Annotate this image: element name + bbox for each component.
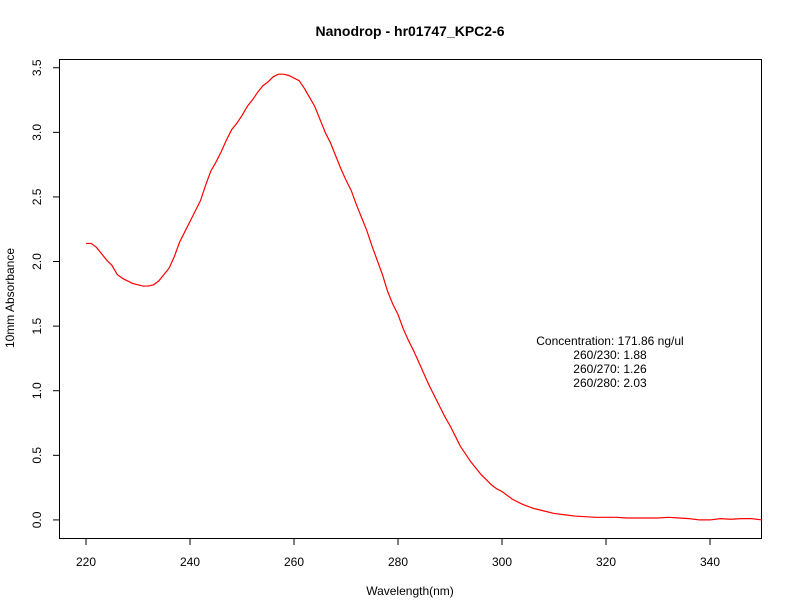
x-tick-label: 260 xyxy=(284,555,304,569)
x-axis-label: Wavelength(nm) xyxy=(366,584,454,598)
annotation-line: Concentration: 171.86 ng/ul xyxy=(536,334,683,348)
x-tick-label: 240 xyxy=(180,555,200,569)
annotation-line: 260/280: 2.03 xyxy=(573,376,647,390)
annotation-line: 260/270: 1.26 xyxy=(573,362,647,376)
x-tick-label: 340 xyxy=(700,555,720,569)
y-tick-label: 0.0 xyxy=(30,511,44,528)
y-tick-label: 2.0 xyxy=(30,253,44,270)
y-tick-label: 1.5 xyxy=(30,317,44,334)
x-tick-label: 320 xyxy=(596,555,616,569)
axes: 220 240 260 280 300 320 340 0.0 0.5 1.0 1.5 2.0 2.5 3… xyxy=(30,59,720,569)
y-tick-label: 0.5 xyxy=(30,447,44,464)
x-tick-label: 220 xyxy=(76,555,96,569)
y-tick-label: 2.5 xyxy=(30,188,44,205)
y-tick-label: 3.5 xyxy=(30,59,44,76)
y-axis-label: 10mm Absorbance xyxy=(3,248,17,348)
x-tick-label: 300 xyxy=(492,555,512,569)
annotation-line: 260/230: 1.88 xyxy=(573,348,647,362)
series-line-absorbance xyxy=(86,73,763,521)
x-tick-label: 280 xyxy=(388,555,408,569)
chart-title: Nanodrop - hr01747_KPC2-6 xyxy=(315,23,504,39)
y-tick-label: 1.0 xyxy=(30,382,44,399)
y-tick-label: 3.0 xyxy=(30,124,44,141)
